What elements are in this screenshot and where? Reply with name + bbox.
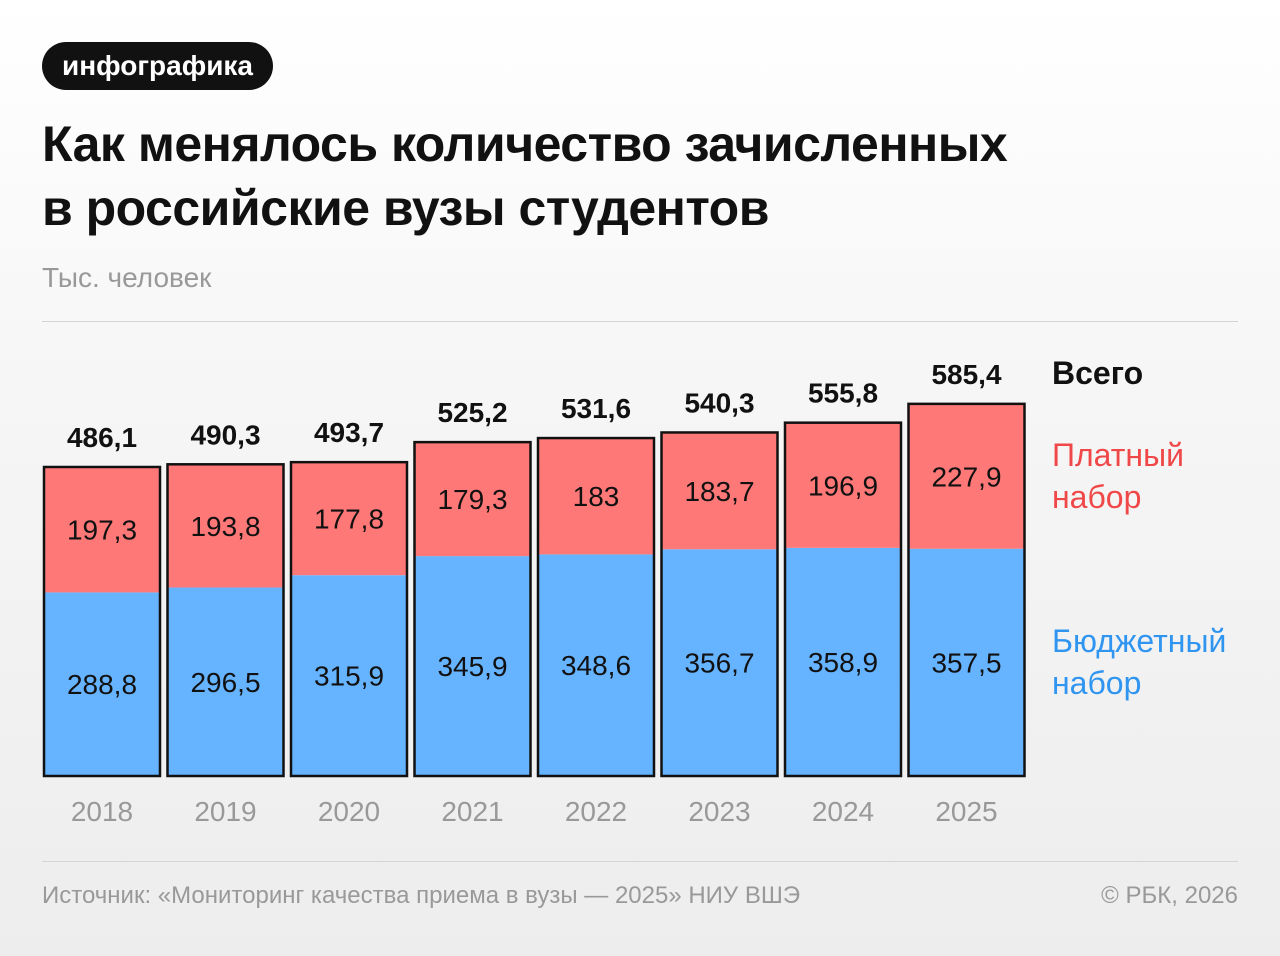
paid-label-2025: 227,9 bbox=[931, 461, 1001, 492]
bar-budget-2018 bbox=[44, 592, 160, 776]
x-tick-2022: 2022 bbox=[565, 796, 627, 827]
x-tick-2018: 2018 bbox=[71, 796, 133, 827]
bar-paid-2024 bbox=[785, 422, 901, 548]
total-label-2025: 585,4 bbox=[931, 359, 1001, 390]
budget-label-2019: 296,5 bbox=[190, 667, 260, 698]
bar-paid-2019 bbox=[167, 464, 284, 588]
bar-outline-2023 bbox=[660, 431, 779, 778]
bottom-divider bbox=[42, 861, 1238, 862]
legend-paid-line1: Платный bbox=[1052, 437, 1184, 473]
bar-outline-2022 bbox=[536, 436, 656, 778]
total-label-2020: 493,7 bbox=[314, 417, 384, 448]
chart-title: Как менялось количество зачисленных в ро… bbox=[42, 112, 1242, 240]
unit-label: Тыс. человек bbox=[42, 262, 212, 293]
x-tick-2019: 2019 bbox=[194, 796, 256, 827]
bar-paid-2020 bbox=[291, 462, 407, 576]
budget-label-2020: 315,9 bbox=[314, 661, 384, 692]
x-tick-2025: 2025 bbox=[935, 796, 997, 827]
title-line-1: Как менялось количество зачисленных bbox=[42, 116, 1008, 172]
x-tick-2023: 2023 bbox=[688, 796, 750, 827]
bar-paid-2023 bbox=[661, 432, 778, 550]
total-label-2024: 555,8 bbox=[808, 378, 878, 409]
paid-label-2018: 197,3 bbox=[67, 515, 137, 546]
total-label-2018: 486,1 bbox=[67, 422, 137, 453]
bar-paid-2025 bbox=[908, 403, 1025, 549]
x-tick-2024: 2024 bbox=[812, 796, 874, 827]
bar-budget-2025 bbox=[908, 548, 1025, 776]
bar-outline-2021 bbox=[413, 440, 532, 778]
total-label-2022: 531,6 bbox=[561, 393, 631, 424]
bar-outline-2024 bbox=[783, 421, 903, 778]
paid-label-2020: 177,8 bbox=[314, 504, 384, 535]
paid-label-2022: 183 bbox=[573, 481, 620, 512]
bar-outline-2020 bbox=[289, 460, 409, 778]
paid-label-2021: 179,3 bbox=[437, 484, 507, 515]
copyright: © РБК, 2026 bbox=[1101, 882, 1238, 909]
infographic-badge: инфографика bbox=[42, 42, 273, 90]
bar-outline-2018 bbox=[42, 465, 162, 778]
bar-paid-2018 bbox=[44, 466, 160, 593]
total-label-2023: 540,3 bbox=[684, 387, 754, 418]
bar-outline-2019 bbox=[166, 463, 285, 778]
paid-label-2024: 196,9 bbox=[808, 470, 878, 501]
source-note: Источник: «Мониторинг качества приема в … bbox=[42, 882, 801, 909]
x-tick-2021: 2021 bbox=[441, 796, 503, 827]
budget-label-2024: 358,9 bbox=[808, 647, 878, 678]
legend-budget-line2: набор bbox=[1052, 665, 1142, 701]
bar-budget-2024 bbox=[785, 547, 901, 776]
bar-budget-2019 bbox=[167, 587, 284, 776]
paid-label-2019: 193,8 bbox=[190, 511, 260, 542]
title-line-2: в российские вузы студентов bbox=[42, 180, 769, 236]
legend-paid-line2: набор bbox=[1052, 479, 1142, 515]
bar-budget-2021 bbox=[414, 556, 531, 776]
bar-paid-2021 bbox=[414, 442, 531, 557]
budget-label-2022: 348,6 bbox=[561, 650, 631, 681]
total-label-2019: 490,3 bbox=[190, 419, 260, 450]
top-divider bbox=[42, 321, 1238, 322]
bar-budget-2023 bbox=[661, 549, 778, 776]
x-tick-2020: 2020 bbox=[318, 796, 380, 827]
bar-budget-2022 bbox=[538, 554, 654, 776]
bar-paid-2022 bbox=[538, 438, 654, 555]
paid-label-2023: 183,7 bbox=[684, 476, 754, 507]
bar-outline-2025 bbox=[907, 402, 1026, 778]
budget-label-2021: 345,9 bbox=[437, 651, 507, 682]
legend-budget: Бюджетный набор bbox=[1052, 620, 1226, 704]
budget-label-2025: 357,5 bbox=[931, 647, 1001, 678]
bar-budget-2020 bbox=[291, 575, 407, 776]
budget-label-2018: 288,8 bbox=[67, 669, 137, 700]
total-label-2021: 525,2 bbox=[437, 397, 507, 428]
legend-total: Всего bbox=[1052, 355, 1144, 391]
legend-paid: Платный набор bbox=[1052, 434, 1184, 518]
budget-label-2023: 356,7 bbox=[684, 648, 754, 679]
legend-budget-line1: Бюджетный bbox=[1052, 623, 1227, 659]
